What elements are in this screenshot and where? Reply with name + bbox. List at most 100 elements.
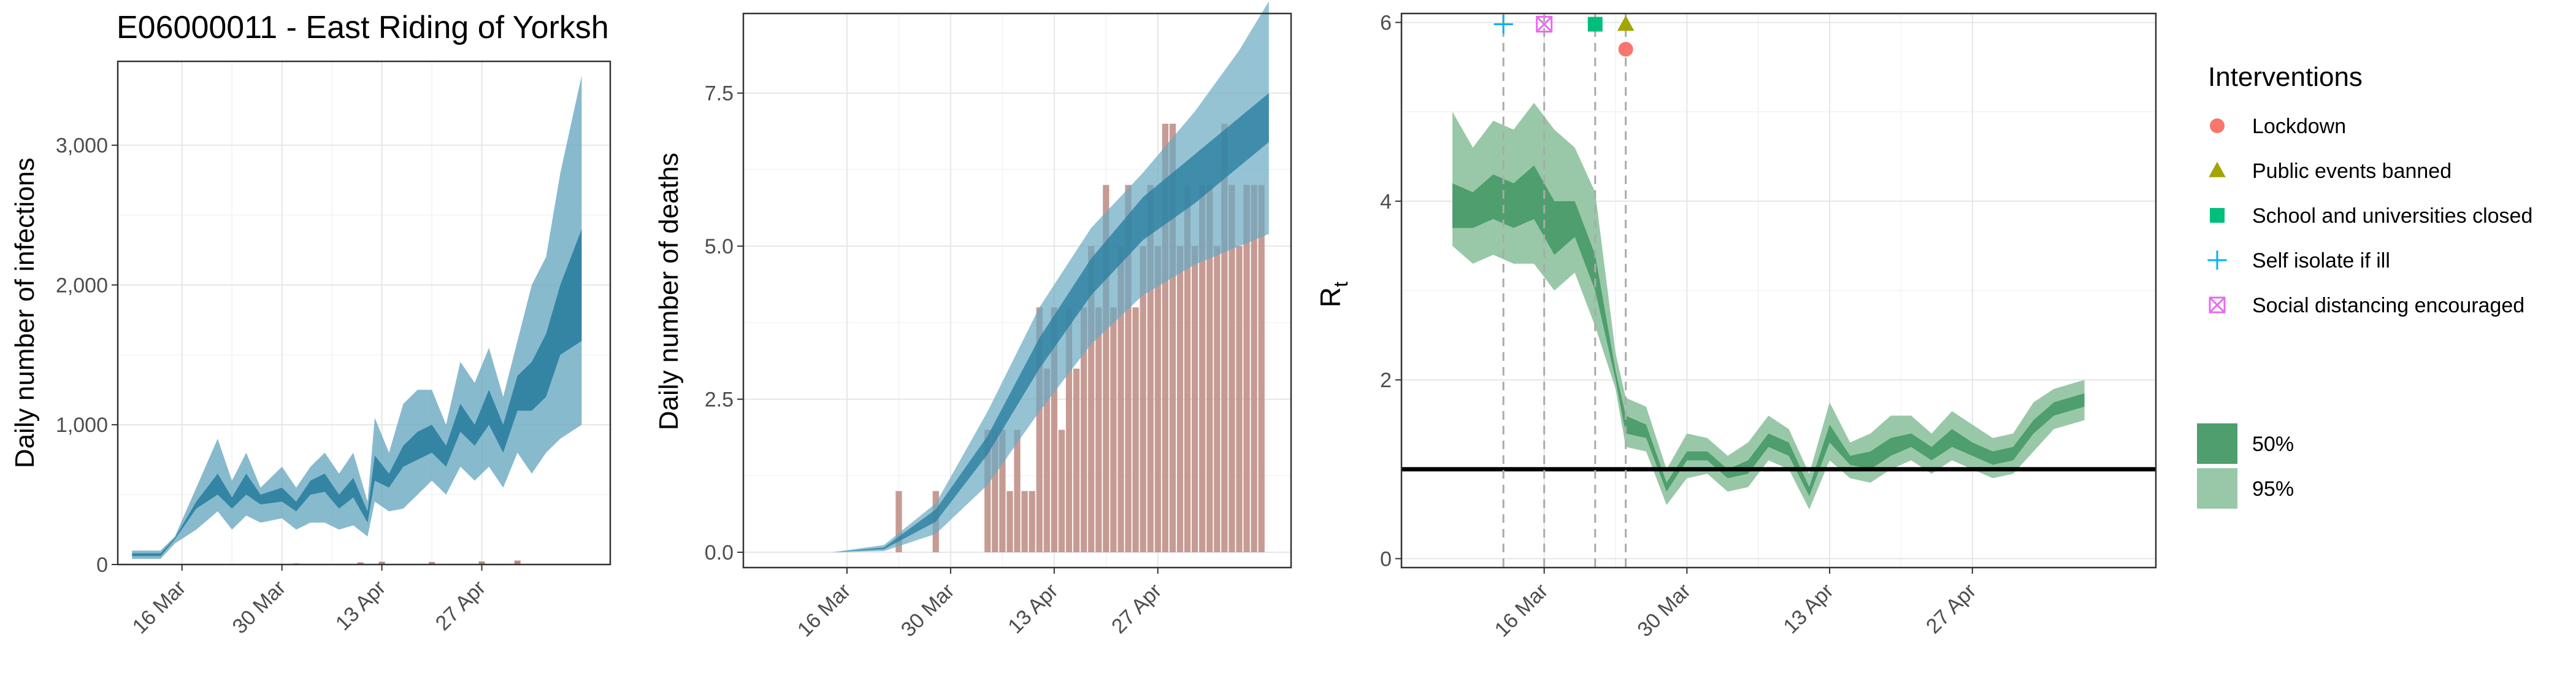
deaths-bar [1191, 246, 1198, 553]
deaths-y-axis-label: Daily number of deaths [654, 153, 684, 430]
deaths-bar [1169, 123, 1176, 553]
deaths-bar [1258, 185, 1265, 553]
infections-x-tick-label: 27 Apr [431, 576, 490, 635]
deaths-bar [1251, 185, 1257, 553]
deaths-bar [1095, 307, 1102, 553]
legend-marker-social_distancing [2209, 296, 2226, 314]
deaths-bar [1236, 246, 1243, 553]
infections-y-axis-label: Daily number of infections [10, 158, 40, 468]
rt-intervention-markers [1493, 13, 1635, 568]
legend-marker-school [2210, 208, 2225, 223]
legend-items: Lockdown Public events banned School and u… [2207, 115, 2532, 317]
deaths-bar [1147, 185, 1154, 553]
infections-x-tick-label: 30 Mar [228, 576, 291, 639]
rt-intervention-marker-public_events [1617, 15, 1635, 31]
deaths-bar [999, 430, 1006, 553]
deaths-bar [1140, 246, 1146, 553]
deaths-y-axis: 0.0 2.5 5.0 7.5 [705, 82, 743, 565]
legend-band-swatch-95 [2197, 468, 2237, 509]
deaths-bar [1043, 368, 1050, 553]
deaths-bar [1073, 368, 1080, 553]
rt-y-axis-label-sub: t [1330, 282, 1352, 287]
rt-x-tick-label: 13 Apr [1779, 579, 1838, 638]
infections-observed-bar [478, 561, 485, 565]
deaths-bar [1051, 307, 1057, 553]
deaths-bar [1125, 185, 1132, 553]
deaths-plot-frame [742, 12, 1292, 569]
rt-x-tick-label: 16 Mar [1490, 579, 1553, 642]
rt-intervention-marker-school [1587, 17, 1603, 32]
deaths-bar [1184, 185, 1191, 553]
deaths-bar [1221, 123, 1228, 553]
rt-y-tick-label: 4 [1380, 190, 1392, 214]
rt-intervention-marker-social_distancing [1536, 15, 1553, 33]
deaths-y-tick-label: 5.0 [705, 235, 734, 258]
rt-x-tick-label: 27 Apr [1922, 579, 1980, 638]
rt-intervention-marker-lockdown [1618, 42, 1633, 57]
rt-y-axis: 0 2 4 6 [1380, 12, 1401, 571]
infections-y-tick-label: 3,000 [56, 134, 108, 158]
legend-label-school: School and universities closed [2252, 204, 2532, 228]
legend-marker-self_isolate [2207, 250, 2227, 270]
deaths-bar [1214, 246, 1221, 553]
deaths-bar [1080, 307, 1087, 553]
legend-band-swatch-50 [2197, 423, 2237, 464]
infections-grid [118, 61, 610, 565]
rt-band-95 [1452, 102, 2085, 510]
deaths-bar [1065, 307, 1073, 553]
rt-band-50 [1452, 165, 2085, 496]
deaths-band-50 [832, 93, 1269, 553]
legend-band-items: 50% 95% [2197, 423, 2294, 509]
deaths-bar [1162, 123, 1168, 553]
deaths-bar [1206, 185, 1213, 553]
rt-panel: 0 2 4 6 16 Mar 30 Mar 13 Apr 27 Apr Rt [1314, 12, 2157, 642]
deaths-y-tick-label: 2.5 [705, 388, 734, 412]
legend-band-label-95: 95% [2252, 477, 2294, 501]
infections-observed-bar [378, 561, 385, 565]
deaths-bar [1103, 185, 1110, 553]
deaths-bar [1088, 246, 1095, 553]
deaths-bar [992, 430, 999, 553]
deaths-y-tick-label: 0.0 [705, 541, 734, 565]
deaths-bar [1117, 246, 1124, 553]
rt-plot-frame [1400, 12, 2157, 569]
deaths-bar [1199, 185, 1206, 553]
infections-y-tick-label: 0 [96, 553, 108, 577]
rt-x-axis: 16 Mar 30 Mar 13 Apr 27 Apr [1490, 568, 1980, 642]
infections-bands [132, 75, 582, 559]
deaths-x-axis: 16 Mar 30 Mar 13 Apr 27 Apr [793, 568, 1166, 642]
deaths-bar [1014, 430, 1021, 553]
deaths-y-tick-label: 7.5 [705, 82, 734, 106]
deaths-panel: 0.0 2.5 5.0 7.5 16 Mar 30 Mar 13 Apr 27 Apr Da… [654, 1, 1292, 642]
deaths-bar [1110, 307, 1117, 553]
deaths-x-tick-label: 30 Mar [897, 579, 959, 642]
deaths-x-tick-label: 27 Apr [1107, 579, 1166, 638]
legend-label-lockdown: Lockdown [2252, 115, 2346, 138]
deaths-bar [895, 491, 902, 553]
rt-y-tick-label: 6 [1380, 12, 1392, 35]
rt-y-axis-label-main: R [1314, 287, 1346, 307]
deaths-x-tick-label: 16 Mar [793, 579, 856, 642]
infections-x-axis: 16 Mar 30 Mar 13 Apr 27 Apr [128, 565, 490, 638]
infections-observed-bar [429, 561, 435, 565]
deaths-bar [1154, 246, 1161, 553]
deaths-bar [1036, 307, 1043, 553]
rt-y-tick-label: 0 [1380, 547, 1392, 571]
rt-intervention-marker-self_isolate [1493, 14, 1513, 34]
infections-x-tick-label: 16 Mar [128, 576, 191, 639]
deaths-bar [1058, 430, 1065, 553]
legend-title: Interventions [2208, 62, 2363, 92]
rt-bands [1452, 102, 2085, 510]
deaths-bar [1021, 491, 1028, 553]
rt-y-tick-label: 2 [1380, 369, 1392, 392]
infections-x-tick-label: 13 Apr [331, 576, 390, 635]
legend-label-social_distancing: Social distancing encouraged [2252, 294, 2524, 317]
legend-label-public_events: Public events banned [2252, 160, 2451, 183]
deaths-bar [1029, 491, 1035, 553]
legend-band-label-50: 50% [2252, 433, 2294, 456]
deaths-bars [895, 123, 1265, 553]
infections-band-50 [132, 229, 582, 557]
infections-plot-frame [117, 60, 611, 566]
rt-x-tick-label: 30 Mar [1633, 579, 1695, 642]
